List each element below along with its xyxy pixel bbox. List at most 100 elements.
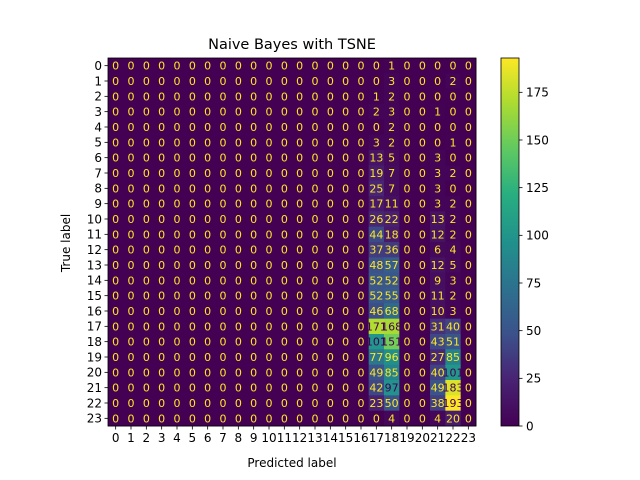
heatmap-cell bbox=[460, 272, 477, 289]
cell-value-label: 0 bbox=[266, 75, 273, 88]
cell-value-label: 0 bbox=[419, 121, 426, 134]
heatmap-cell bbox=[261, 211, 278, 228]
cell-value-label: 0 bbox=[312, 106, 319, 119]
heatmap-cell bbox=[445, 58, 462, 74]
heatmap-cell bbox=[230, 334, 247, 350]
y-tick-label: 12 bbox=[87, 243, 102, 257]
heatmap-cell bbox=[460, 257, 477, 274]
cell-value-label: 0 bbox=[235, 320, 242, 333]
heatmap-cell bbox=[353, 272, 370, 289]
cell-value-label: 13 bbox=[431, 213, 445, 226]
cell-value-label: 0 bbox=[266, 412, 273, 425]
cell-value-label: 52 bbox=[369, 274, 383, 287]
heatmap-cell bbox=[460, 104, 477, 120]
heatmap-cell bbox=[261, 288, 278, 304]
heatmap-cell bbox=[353, 334, 370, 350]
cell-value-label: 0 bbox=[419, 351, 426, 364]
heatmap-cell bbox=[230, 180, 247, 197]
heatmap-cell bbox=[445, 318, 462, 335]
heatmap-cell bbox=[353, 303, 370, 320]
heatmap-cell bbox=[261, 165, 278, 182]
cell-value-label: 18 bbox=[385, 228, 399, 241]
heatmap-cell bbox=[414, 242, 431, 258]
cell-value-label: 0 bbox=[296, 412, 303, 425]
cell-value-label: 0 bbox=[296, 167, 303, 180]
heatmap-cell bbox=[138, 288, 155, 304]
cell-value-label: 0 bbox=[189, 412, 196, 425]
heatmap-cell bbox=[399, 410, 416, 427]
cell-value-label: 0 bbox=[419, 136, 426, 149]
cell-value-label: 0 bbox=[158, 305, 165, 318]
cell-value-label: 0 bbox=[296, 136, 303, 149]
cell-value-label: 0 bbox=[204, 351, 211, 364]
heatmap-cell bbox=[154, 134, 170, 151]
heatmap-cell bbox=[215, 303, 232, 320]
cell-value-label: 0 bbox=[281, 228, 288, 241]
x-tick-label: 15 bbox=[338, 431, 353, 445]
heatmap-cell bbox=[230, 88, 247, 105]
heatmap-cell bbox=[445, 104, 462, 120]
heatmap-cell bbox=[154, 88, 170, 105]
cell-value-label: 0 bbox=[419, 259, 426, 272]
cell-value-label: 7 bbox=[388, 167, 395, 180]
heatmap-cell bbox=[123, 318, 140, 335]
y-axis-label: True label bbox=[59, 214, 73, 273]
heatmap-cell bbox=[123, 257, 140, 274]
heatmap-cell bbox=[353, 364, 370, 381]
heatmap-cell bbox=[246, 58, 262, 74]
cell-value-label: 0 bbox=[404, 121, 411, 134]
cell-value-label: 0 bbox=[342, 290, 349, 303]
heatmap-cell bbox=[338, 334, 354, 350]
heatmap-cell bbox=[445, 410, 462, 427]
heatmap-cell bbox=[246, 395, 262, 412]
heatmap-cell bbox=[184, 119, 201, 136]
heatmap-cell bbox=[384, 58, 400, 74]
heatmap-cell bbox=[215, 334, 232, 350]
heatmap-cell bbox=[108, 380, 124, 396]
cell-value-label: 0 bbox=[112, 290, 119, 303]
cell-value-label: 0 bbox=[220, 351, 227, 364]
heatmap-cell bbox=[322, 380, 339, 396]
heatmap-cell bbox=[384, 303, 400, 320]
cell-value-label: 4 bbox=[450, 244, 457, 257]
heatmap-cell bbox=[353, 58, 370, 74]
cell-value-label: 0 bbox=[419, 305, 426, 318]
heatmap-cell bbox=[445, 257, 462, 274]
heatmap-cell bbox=[353, 165, 370, 182]
heatmap-cell bbox=[430, 349, 446, 366]
cell-value-label: 0 bbox=[404, 198, 411, 211]
cell-value-label: 0 bbox=[112, 198, 119, 211]
cell-value-label: 0 bbox=[404, 152, 411, 165]
heatmap-cell bbox=[430, 242, 446, 258]
heatmap-cell bbox=[138, 134, 155, 151]
heatmap-cell bbox=[368, 288, 385, 304]
cell-value-label: 0 bbox=[204, 259, 211, 272]
cell-value-label: 0 bbox=[342, 366, 349, 379]
cell-value-label: 0 bbox=[112, 305, 119, 318]
heatmap-cell bbox=[230, 410, 247, 427]
heatmap-cell bbox=[414, 288, 431, 304]
cell-value-label: 0 bbox=[465, 198, 472, 211]
cell-value-label: 0 bbox=[112, 412, 119, 425]
cell-value-label: 0 bbox=[404, 366, 411, 379]
heatmap-cell bbox=[123, 334, 140, 350]
heatmap-cell bbox=[154, 395, 170, 412]
cell-value-label: 168 bbox=[381, 320, 402, 333]
y-tick-label: 11 bbox=[87, 228, 102, 242]
heatmap-cell bbox=[276, 303, 293, 320]
heatmap-cell bbox=[307, 104, 324, 120]
heatmap-cell bbox=[460, 73, 477, 90]
heatmap-cell bbox=[261, 73, 278, 90]
heatmap-cell bbox=[200, 364, 216, 381]
heatmap-cell bbox=[261, 58, 278, 74]
cell-value-label: 52 bbox=[369, 290, 383, 303]
heatmap-cell bbox=[261, 334, 278, 350]
heatmap-cell bbox=[445, 211, 462, 228]
cell-value-label: 0 bbox=[112, 397, 119, 410]
cell-value-label: 25 bbox=[369, 182, 383, 195]
heatmap-cell bbox=[368, 150, 385, 166]
heatmap-cell bbox=[460, 165, 477, 182]
heatmap-cell bbox=[322, 257, 339, 274]
cell-value-label: 0 bbox=[296, 60, 303, 73]
cell-value-label: 0 bbox=[189, 167, 196, 180]
